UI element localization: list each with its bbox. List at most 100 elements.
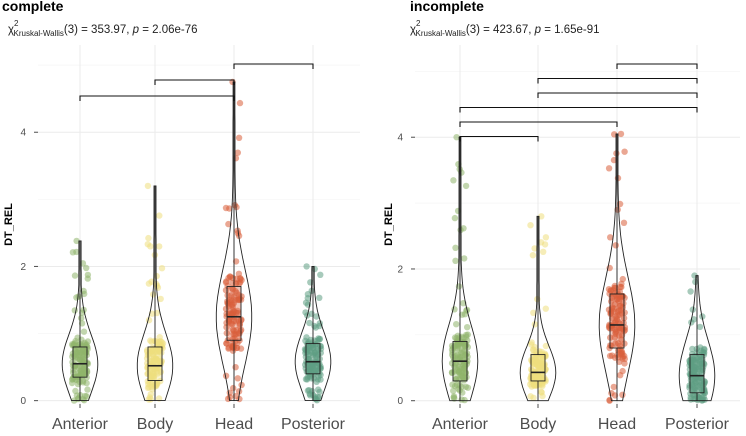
violin-group-head bbox=[598, 130, 636, 404]
data-point bbox=[227, 292, 235, 299]
data-point bbox=[696, 323, 704, 331]
data-point bbox=[530, 346, 537, 353]
data-point bbox=[454, 340, 462, 348]
data-point bbox=[687, 356, 694, 364]
data-point bbox=[153, 272, 160, 280]
data-point bbox=[222, 204, 230, 212]
violin-group-posterior bbox=[678, 272, 716, 404]
y-tick-label: 2 bbox=[20, 262, 26, 273]
data-point bbox=[531, 245, 538, 252]
data-point bbox=[84, 275, 92, 282]
data-point bbox=[699, 382, 707, 389]
data-point bbox=[619, 350, 626, 357]
data-point bbox=[612, 330, 619, 337]
data-point bbox=[69, 353, 76, 360]
data-point bbox=[610, 383, 617, 391]
data-point bbox=[310, 362, 317, 369]
x-tick-label: Anterior bbox=[432, 416, 489, 433]
comparison-bracket bbox=[459, 121, 618, 127]
data-point bbox=[307, 336, 314, 344]
data-point bbox=[232, 258, 240, 265]
data-point bbox=[542, 378, 549, 385]
data-point bbox=[538, 389, 545, 396]
data-point bbox=[605, 165, 613, 172]
data-point bbox=[463, 333, 470, 340]
comparison-bracket bbox=[459, 135, 539, 142]
data-point bbox=[152, 348, 160, 355]
stat-line: χ2 Kruskal-Wallis(3) = 423.67, p = 1.65e-… bbox=[410, 19, 600, 38]
box bbox=[226, 286, 242, 341]
violin-outline bbox=[61, 240, 99, 402]
data-point bbox=[620, 219, 628, 226]
data-point bbox=[313, 395, 320, 403]
data-point bbox=[614, 206, 621, 213]
stat-part: = 1.65e-91 bbox=[541, 24, 600, 36]
box bbox=[530, 354, 546, 382]
data-point bbox=[234, 375, 241, 382]
data-point bbox=[606, 396, 613, 404]
data-point bbox=[71, 307, 79, 314]
data-point bbox=[612, 284, 619, 292]
data-point bbox=[150, 365, 157, 372]
data-point bbox=[157, 295, 164, 303]
data-point bbox=[224, 282, 231, 290]
violin-group-body bbox=[519, 213, 557, 402]
data-point bbox=[237, 279, 244, 286]
data-point bbox=[317, 363, 324, 370]
data-point bbox=[83, 264, 90, 272]
data-point bbox=[235, 330, 242, 337]
data-point bbox=[154, 284, 162, 291]
violin-outline bbox=[441, 136, 479, 402]
data-point bbox=[450, 387, 457, 395]
violin-outline bbox=[519, 215, 557, 402]
data-point bbox=[527, 393, 534, 400]
data-point bbox=[158, 265, 166, 272]
data-point bbox=[531, 321, 538, 328]
data-point bbox=[316, 336, 323, 343]
data-point bbox=[78, 336, 85, 343]
data-point bbox=[306, 319, 313, 327]
x-tick-label: Body bbox=[520, 416, 556, 433]
y-tick-label: 2 bbox=[397, 264, 403, 275]
data-point bbox=[530, 309, 537, 316]
data-point bbox=[313, 378, 320, 385]
data-point bbox=[230, 317, 238, 325]
comparison-bracket bbox=[79, 95, 235, 101]
data-point bbox=[316, 294, 323, 301]
data-point bbox=[72, 387, 79, 395]
data-point bbox=[542, 342, 550, 350]
data-point bbox=[689, 306, 696, 313]
data-point bbox=[616, 200, 624, 208]
data-point bbox=[234, 149, 241, 156]
box bbox=[305, 343, 321, 375]
data-point bbox=[306, 390, 313, 397]
stat-part: = 423.67, bbox=[480, 24, 535, 36]
stat-part: χ bbox=[410, 24, 416, 36]
data-point bbox=[454, 366, 461, 374]
data-point bbox=[222, 372, 230, 379]
panel-complete: complete χ2 Kruskal-Wallis(3) = 353.97, p … bbox=[2, 0, 360, 433]
violin-group-posterior bbox=[294, 263, 332, 404]
data-point bbox=[73, 237, 80, 245]
box bbox=[147, 346, 163, 381]
data-point bbox=[144, 365, 151, 372]
data-point bbox=[540, 248, 547, 255]
comparison-bracket bbox=[154, 79, 235, 85]
data-point bbox=[687, 288, 694, 295]
data-point bbox=[619, 391, 626, 398]
data-point bbox=[534, 362, 541, 369]
data-point bbox=[696, 361, 704, 368]
data-point bbox=[614, 312, 621, 319]
data-point bbox=[462, 369, 470, 376]
data-point bbox=[614, 296, 621, 303]
violin-outline bbox=[294, 265, 332, 402]
data-point bbox=[697, 375, 704, 382]
data-point bbox=[452, 244, 459, 251]
data-point bbox=[453, 321, 460, 328]
x-tick-label: Body bbox=[137, 416, 173, 433]
stat-part: 2 bbox=[416, 19, 421, 28]
data-point bbox=[223, 324, 230, 331]
y-axis-label: DT_REL bbox=[383, 203, 395, 246]
